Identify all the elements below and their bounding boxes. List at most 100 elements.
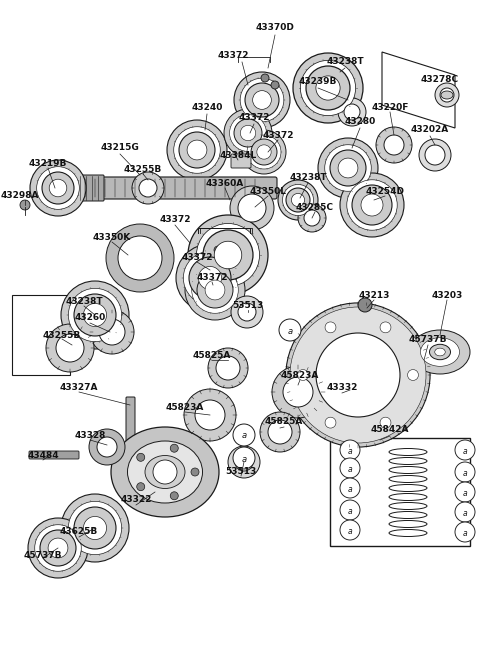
Text: 43372: 43372 [159, 215, 191, 225]
Circle shape [252, 90, 271, 109]
Circle shape [198, 267, 222, 290]
Circle shape [325, 322, 336, 333]
Text: 53513: 53513 [232, 301, 264, 310]
Circle shape [97, 437, 117, 457]
Ellipse shape [441, 91, 453, 99]
Text: a: a [463, 529, 468, 538]
Circle shape [74, 507, 116, 549]
Ellipse shape [410, 330, 470, 374]
Circle shape [68, 501, 121, 555]
Circle shape [344, 104, 360, 120]
Text: a: a [348, 447, 352, 455]
Circle shape [233, 447, 255, 469]
Circle shape [49, 179, 67, 196]
Circle shape [293, 53, 363, 123]
FancyBboxPatch shape [126, 397, 135, 451]
Circle shape [455, 440, 475, 460]
Circle shape [286, 303, 430, 447]
Text: a: a [241, 432, 247, 441]
Circle shape [167, 120, 227, 180]
Text: a: a [463, 468, 468, 477]
Circle shape [358, 298, 372, 312]
Text: 45825A: 45825A [193, 350, 231, 360]
Circle shape [425, 145, 445, 165]
Text: 43255B: 43255B [43, 331, 81, 339]
Text: 43239B: 43239B [299, 77, 337, 86]
Text: 43350L: 43350L [250, 187, 287, 196]
Circle shape [99, 319, 125, 345]
Circle shape [231, 296, 263, 328]
Circle shape [137, 483, 145, 491]
Text: 43372: 43372 [262, 130, 294, 140]
Text: a: a [463, 447, 468, 455]
Ellipse shape [128, 441, 203, 503]
Circle shape [228, 259, 236, 267]
Circle shape [174, 126, 220, 174]
Circle shape [260, 412, 300, 452]
Text: 43372: 43372 [238, 113, 270, 122]
Circle shape [245, 83, 279, 117]
Circle shape [291, 193, 305, 206]
Circle shape [271, 81, 279, 89]
Circle shape [408, 369, 419, 381]
Circle shape [279, 319, 301, 341]
Circle shape [316, 76, 340, 100]
Circle shape [40, 530, 76, 566]
Circle shape [234, 119, 262, 147]
Circle shape [282, 185, 313, 215]
Circle shape [325, 417, 336, 428]
Text: 43384L: 43384L [219, 151, 257, 160]
Text: 43285C: 43285C [296, 204, 334, 212]
Text: 53513: 53513 [226, 468, 257, 476]
Circle shape [214, 246, 222, 254]
Text: 43278C: 43278C [421, 75, 459, 84]
Circle shape [61, 494, 129, 562]
Text: 43332: 43332 [326, 383, 358, 392]
Circle shape [340, 173, 404, 237]
Circle shape [235, 453, 253, 471]
Circle shape [132, 172, 164, 204]
Circle shape [189, 257, 231, 299]
Circle shape [187, 140, 207, 160]
Text: a: a [288, 326, 293, 335]
Text: 43328: 43328 [74, 430, 106, 440]
Circle shape [290, 307, 426, 443]
Circle shape [205, 280, 225, 300]
FancyBboxPatch shape [231, 154, 251, 168]
Circle shape [216, 356, 240, 380]
Text: 43372: 43372 [217, 50, 249, 60]
Circle shape [340, 500, 360, 520]
Text: a: a [463, 508, 468, 517]
Text: 43213: 43213 [358, 291, 390, 299]
Circle shape [455, 462, 475, 482]
Ellipse shape [420, 338, 459, 366]
Text: a: a [348, 506, 352, 515]
Circle shape [278, 180, 318, 220]
Text: 45737B: 45737B [409, 335, 447, 345]
Text: 43372: 43372 [181, 253, 213, 263]
Circle shape [455, 482, 475, 502]
Circle shape [318, 138, 378, 198]
Text: a: a [348, 527, 352, 536]
Circle shape [197, 272, 233, 308]
Circle shape [455, 502, 475, 522]
FancyBboxPatch shape [330, 438, 470, 546]
Text: 43327A: 43327A [60, 383, 98, 392]
FancyBboxPatch shape [29, 451, 79, 459]
Text: a: a [348, 464, 352, 474]
Circle shape [240, 125, 256, 141]
Text: 43202A: 43202A [411, 126, 449, 134]
Circle shape [330, 150, 366, 186]
Circle shape [74, 294, 116, 336]
Text: 45825A: 45825A [265, 417, 303, 426]
Text: 43625B: 43625B [60, 527, 98, 536]
Circle shape [242, 130, 286, 174]
Circle shape [380, 322, 391, 333]
Circle shape [376, 127, 412, 163]
Circle shape [238, 303, 256, 321]
Text: a: a [241, 455, 247, 464]
Text: 45842A: 45842A [371, 426, 409, 434]
Circle shape [298, 369, 309, 381]
Text: 43254D: 43254D [365, 187, 405, 196]
Circle shape [61, 281, 129, 349]
